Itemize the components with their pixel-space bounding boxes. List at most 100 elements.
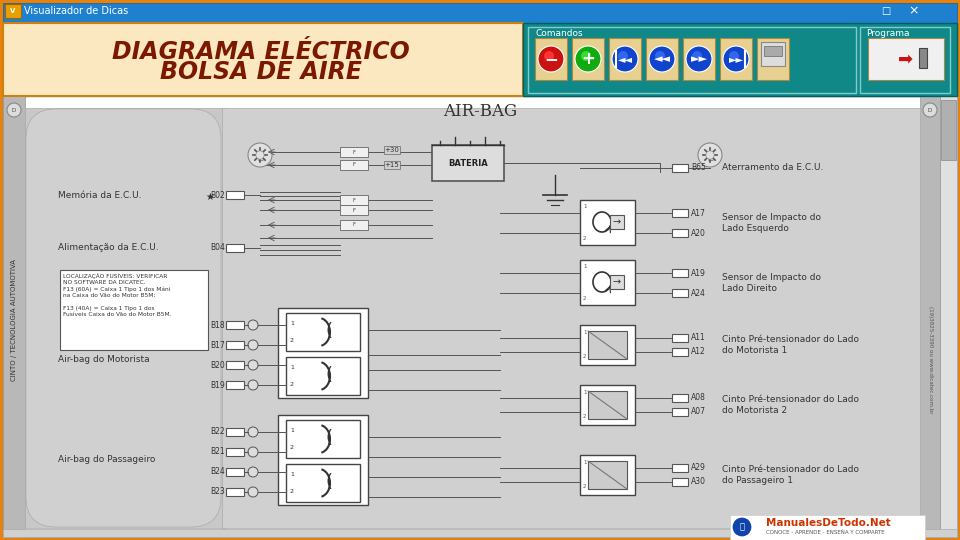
Text: 2: 2 [583,237,587,241]
Bar [672,394,688,402]
Text: A19: A19 [691,268,706,278]
Bar [761,42,785,66]
Bar [610,275,624,289]
Text: 1: 1 [290,321,294,326]
Bar [528,27,856,93]
Text: +: + [581,50,595,68]
Text: Air-bag do Motorista: Air-bag do Motorista [58,355,150,364]
Text: Comandos: Comandos [536,29,584,37]
Circle shape [655,51,665,61]
Text: 2: 2 [290,489,294,494]
Circle shape [923,103,937,117]
Text: ►►: ►► [690,54,708,64]
Bar [278,308,368,398]
Bar [588,461,627,489]
Bar [3,529,957,537]
Bar [940,96,957,537]
Text: 2: 2 [583,296,587,301]
Text: ×: × [909,4,920,17]
Bar [340,195,368,205]
Text: 2: 2 [290,382,294,387]
Text: D: D [928,107,932,112]
Text: 1: 1 [290,428,294,433]
Bar [920,96,940,537]
Text: Sensor de Impacto do
Lado Esquerdo: Sensor de Impacto do Lado Esquerdo [722,213,821,233]
Circle shape [706,151,714,159]
Bar [672,334,688,342]
Text: ⛔: ⛔ [257,150,263,160]
Text: B02: B02 [210,191,225,199]
Circle shape [7,103,21,117]
Bar [432,145,504,181]
Text: A08: A08 [691,394,706,402]
Bar [3,96,25,537]
Text: →: → [612,277,621,287]
Circle shape [612,46,638,72]
Text: F: F [352,222,355,227]
Text: A20: A20 [691,228,706,238]
Bar [226,321,244,329]
Text: Alimentação da E.C.U.: Alimentação da E.C.U. [58,244,158,253]
Circle shape [255,151,264,159]
Text: Visualizador de Dicas: Visualizador de Dicas [24,6,129,16]
Circle shape [248,487,258,497]
Bar [278,415,368,505]
Bar [286,357,360,395]
Bar [868,38,944,80]
Circle shape [733,518,751,536]
Bar [588,331,627,359]
Text: B19: B19 [210,381,225,389]
Bar [3,23,523,96]
FancyBboxPatch shape [26,109,221,527]
Text: B23: B23 [210,488,225,496]
Text: A30: A30 [691,477,706,487]
Text: 2: 2 [583,354,587,360]
Text: 2: 2 [290,445,294,450]
Bar [672,464,688,472]
Text: A11: A11 [691,334,706,342]
Text: Sensor de Impacto do
Lado Direito: Sensor de Impacto do Lado Direito [722,273,821,293]
Circle shape [581,51,591,61]
Text: (19)3825-3390 ou www.dicatec.com.br: (19)3825-3390 ou www.dicatec.com.br [927,306,932,414]
Circle shape [248,143,272,167]
Text: −: − [544,50,558,68]
Text: →: → [612,217,621,227]
Circle shape [692,51,702,61]
Text: LOCALIZAÇÃO FUSÍVEIS: VERIFICAR
NO SOFTWARE DA DICATEC.
F13 (60A) = Caixa 1 Tipo: LOCALIZAÇÃO FUSÍVEIS: VERIFICAR NO SOFTW… [63,273,172,317]
Text: B20: B20 [210,361,225,369]
Bar [60,270,208,350]
Bar [340,205,368,215]
Text: Cinto Pré-tensionador do Lado
do Motorista 2: Cinto Pré-tensionador do Lado do Motoris… [722,395,859,415]
Bar [580,455,635,495]
Text: CONOCE - APRENDE - ENSEÑA Y COMPARTE: CONOCE - APRENDE - ENSEÑA Y COMPARTE [766,530,884,536]
Bar [226,341,244,349]
Bar [226,191,244,199]
Bar [672,164,688,172]
Text: CINTO / TECNOLOGIA AUTOMOTIVA: CINTO / TECNOLOGIA AUTOMOTIVA [11,259,17,381]
Bar [672,269,688,277]
Text: BATERIA: BATERIA [448,159,488,167]
Text: B21: B21 [210,448,225,456]
Text: 1: 1 [583,330,587,335]
Text: +30: +30 [385,147,399,153]
Text: 2: 2 [290,338,294,343]
Text: +15: +15 [385,162,399,168]
Bar [672,478,688,486]
Circle shape [649,46,675,72]
Bar [286,313,360,351]
Text: B65: B65 [691,164,706,172]
Text: 1: 1 [290,472,294,477]
Text: (: ( [325,429,332,447]
Text: (: ( [325,322,332,340]
Bar [860,27,950,93]
Bar [226,488,244,496]
Text: ⛔: ⛔ [739,523,745,531]
Bar [672,348,688,356]
Text: A12: A12 [691,348,706,356]
Bar [222,108,920,528]
Text: 1: 1 [583,204,587,208]
Text: 2: 2 [583,415,587,420]
Text: F: F [352,150,355,154]
Circle shape [723,46,749,72]
Circle shape [698,143,722,167]
